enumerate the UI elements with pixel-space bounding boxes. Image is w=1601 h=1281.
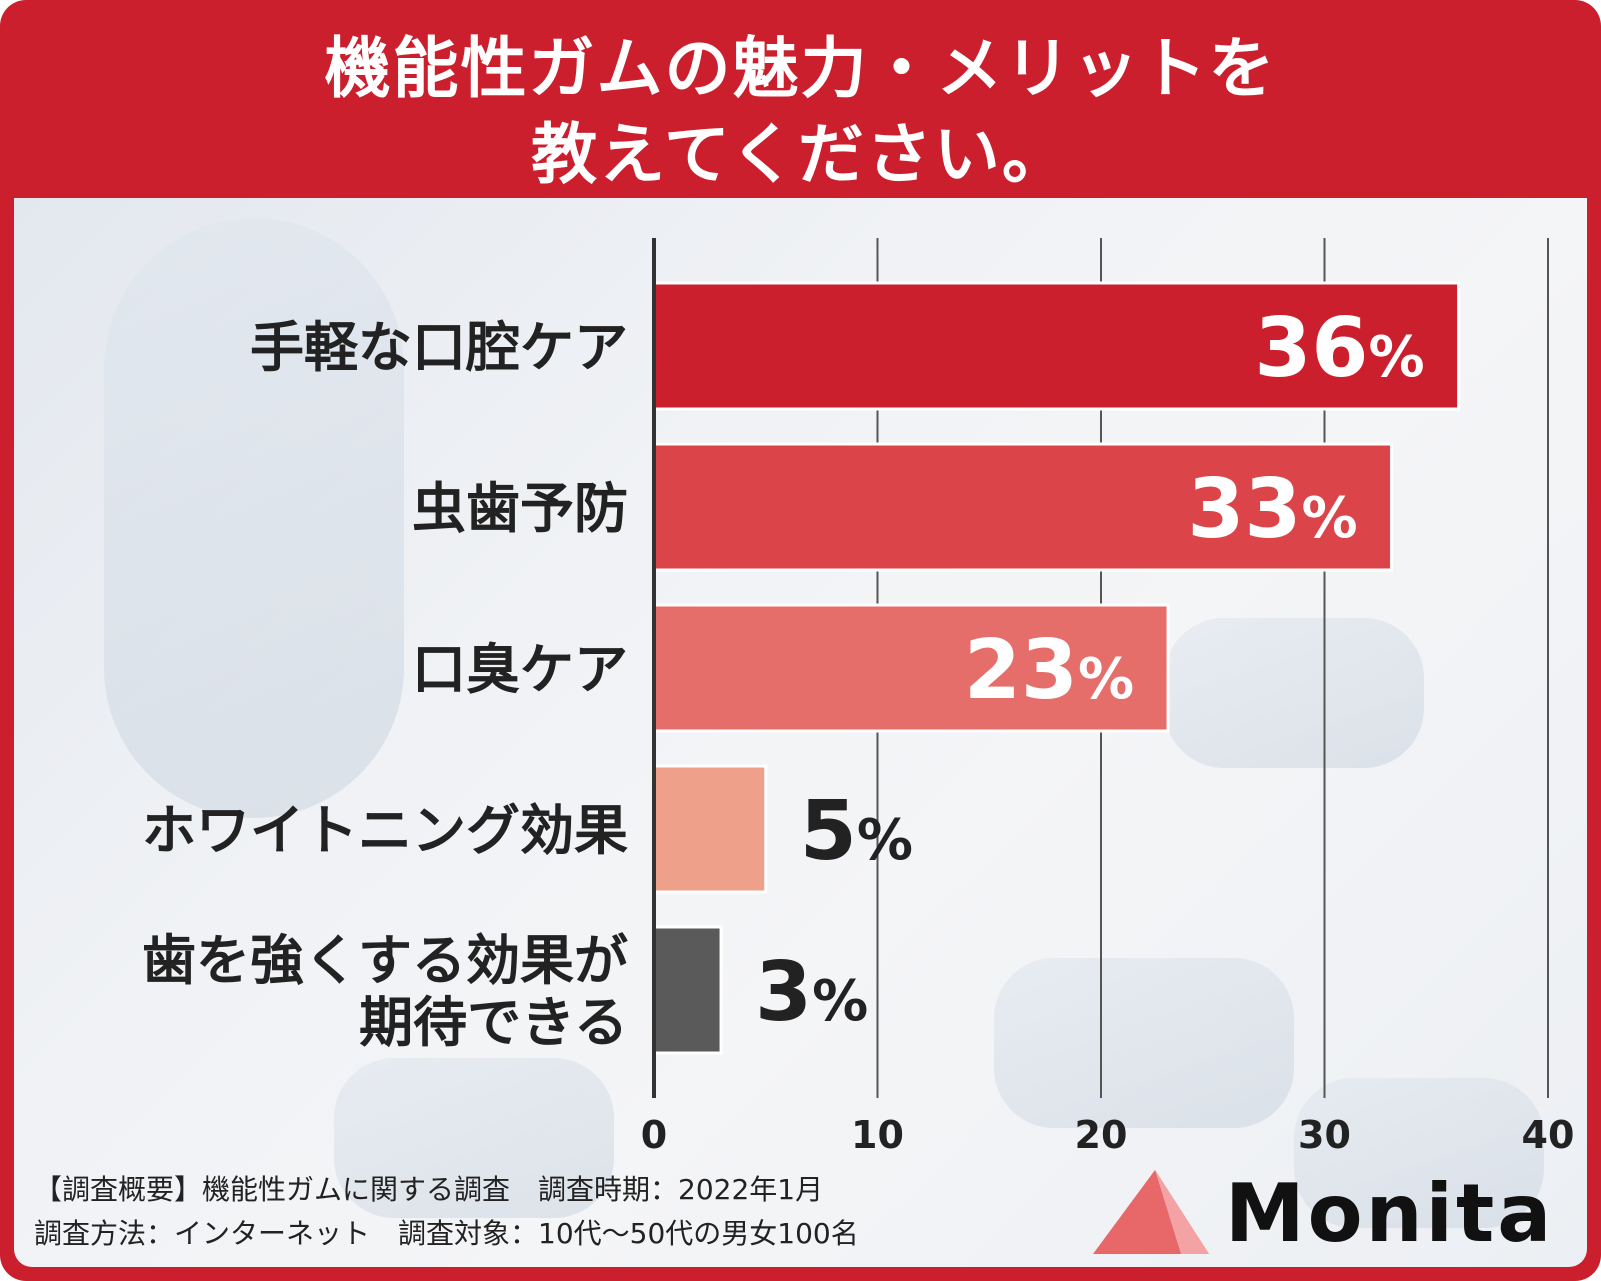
bar — [652, 925, 723, 1055]
value-label: 33% — [1187, 462, 1357, 557]
x-tick-label: 10 — [851, 1113, 904, 1157]
background-gum-decoration — [1294, 1078, 1544, 1228]
survey-info-line-1: 【調査概要】機能性ガムに関する調査 調査時期：2022年1月 — [34, 1173, 824, 1206]
bar — [652, 764, 768, 894]
chart-title: 機能性ガムの魅力・メリットを 教えてください。 — [0, 26, 1601, 198]
value-label: 3% — [755, 945, 868, 1040]
x-tick-label: 20 — [1075, 1113, 1128, 1157]
value-label: 36% — [1254, 301, 1424, 396]
background-gum-decoration — [334, 1058, 614, 1218]
background-gum-decoration — [104, 218, 404, 818]
survey-info: 【調査概要】機能性ガムに関する調査 調査時期：2022年1月 調査方法：インター… — [34, 1168, 859, 1256]
bar — [652, 603, 1170, 733]
x-tick-label: 30 — [1298, 1113, 1351, 1157]
logo-triangle-icon — [1093, 1170, 1209, 1254]
bar — [652, 281, 1461, 411]
value-label: 23% — [964, 623, 1134, 718]
background-gum-decoration — [994, 958, 1294, 1128]
title-line-2: 教えてください。 — [531, 116, 1070, 193]
category-label: 歯を強くする効果が — [142, 929, 628, 992]
category-label: 期待できる — [359, 991, 628, 1054]
bar — [652, 442, 1394, 572]
category-label: 虫歯予防 — [412, 477, 628, 540]
x-tick-label: 40 — [1522, 1113, 1575, 1157]
category-label: 手軽な口腔ケア — [250, 316, 628, 379]
survey-info-line-2: 調査方法：インターネット 調査対象：10代〜50代の男女100名 — [34, 1217, 859, 1250]
logo-text: Monita — [1225, 1167, 1555, 1260]
title-line-1: 機能性ガムの魅力・メリットを — [324, 30, 1277, 107]
monita-logo: Monita — [1085, 1168, 1575, 1260]
x-tick-label: 0 — [641, 1113, 667, 1157]
value-label: 5% — [800, 784, 913, 879]
category-label: ホワイトニング効果 — [142, 799, 628, 862]
category-label: 口臭ケア — [412, 638, 628, 701]
background-gum-decoration — [1164, 618, 1424, 768]
